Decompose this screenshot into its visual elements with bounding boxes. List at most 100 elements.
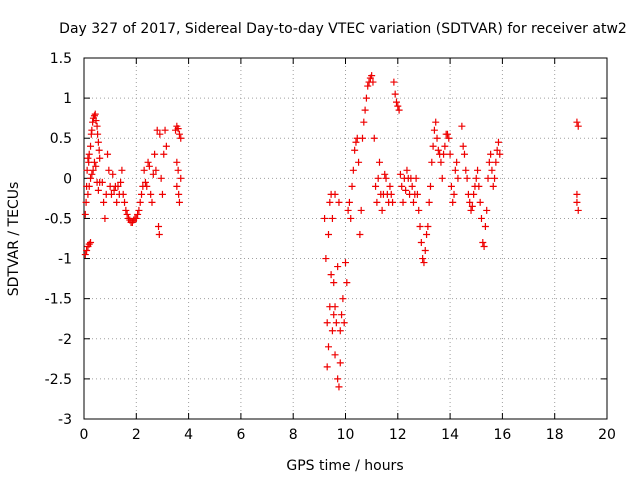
data-point — [493, 146, 501, 154]
data-point — [360, 118, 368, 126]
data-point — [336, 359, 344, 367]
data-point — [325, 343, 333, 351]
data-point — [487, 150, 495, 158]
data-point — [458, 122, 466, 130]
data-point — [83, 247, 91, 255]
data-point — [155, 230, 163, 238]
data-point — [476, 198, 484, 206]
data-point — [331, 303, 339, 311]
data-point — [122, 206, 130, 214]
data-point — [331, 351, 339, 359]
data-point — [462, 166, 470, 174]
data-point — [415, 206, 423, 214]
data-point — [328, 214, 336, 222]
data-point — [352, 138, 360, 146]
data-point — [438, 174, 446, 182]
data-point — [331, 190, 339, 198]
data-point — [85, 182, 93, 190]
data-point — [344, 206, 352, 214]
chart-title: Day 327 of 2017, Sidereal Day-to-day VTE… — [59, 21, 627, 37]
x-tick-label: 10 — [337, 427, 355, 443]
data-point — [417, 239, 425, 247]
data-point — [416, 222, 424, 230]
data-point — [98, 178, 106, 186]
data-point — [177, 134, 185, 142]
data-point — [136, 198, 144, 206]
x-tick-label: 8 — [289, 427, 298, 443]
data-point — [327, 271, 335, 279]
data-point — [492, 158, 500, 166]
data-point — [387, 190, 395, 198]
data-point — [148, 198, 156, 206]
data-point — [87, 174, 95, 182]
y-tick-label: 0.5 — [50, 131, 72, 147]
data-point — [109, 170, 117, 178]
y-tick-label: -1 — [58, 252, 72, 268]
data-point — [94, 130, 102, 138]
data-point — [94, 138, 102, 146]
data-point — [83, 166, 91, 174]
data-point — [155, 222, 163, 230]
data-point — [175, 190, 183, 198]
data-point — [157, 174, 165, 182]
data-point — [92, 117, 100, 125]
data-point — [468, 202, 476, 210]
data-point — [424, 222, 432, 230]
x-tick-label: 16 — [493, 427, 511, 443]
data-point — [348, 182, 356, 190]
data-point — [88, 126, 96, 134]
data-point — [335, 198, 343, 206]
data-point — [412, 174, 420, 182]
data-point — [453, 158, 461, 166]
data-point — [334, 375, 342, 383]
y-tick-label: 0 — [63, 171, 72, 187]
data-point — [135, 206, 143, 214]
data-point — [91, 110, 99, 118]
data-point — [496, 150, 504, 158]
data-point — [107, 190, 115, 198]
x-tick-label: 6 — [236, 427, 245, 443]
data-point — [395, 106, 403, 114]
x-tick-label: 2 — [132, 427, 141, 443]
data-point — [481, 222, 489, 230]
data-point — [121, 198, 129, 206]
data-point — [87, 142, 95, 150]
data-point — [394, 102, 402, 110]
data-point — [437, 158, 445, 166]
data-point — [460, 150, 468, 158]
data-point — [463, 174, 471, 182]
data-point — [114, 182, 122, 190]
data-point — [483, 206, 491, 214]
data-point — [173, 182, 181, 190]
data-point — [143, 182, 151, 190]
y-tick-label: -3 — [58, 412, 72, 428]
y-tick-label: 1.5 — [50, 51, 72, 67]
data-point — [105, 166, 113, 174]
data-point — [160, 150, 168, 158]
data-point — [123, 210, 131, 218]
data-point — [392, 98, 400, 106]
data-point — [440, 150, 448, 158]
data-point — [175, 198, 183, 206]
grid — [84, 58, 607, 419]
data-point — [144, 158, 152, 166]
data-point — [90, 158, 98, 166]
data-point — [445, 134, 453, 142]
data-point — [574, 122, 582, 130]
data-point — [85, 240, 93, 248]
data-point — [403, 166, 411, 174]
data-point — [174, 166, 182, 174]
data-point — [477, 214, 485, 222]
data-point — [391, 90, 399, 98]
data-point — [84, 190, 92, 198]
y-axis-label: SDTVAR / TECUs — [6, 182, 22, 297]
data-point — [101, 214, 109, 222]
data-point — [92, 162, 100, 170]
data-point — [433, 134, 441, 142]
y-tick-label: -1.5 — [45, 292, 72, 308]
data-point — [90, 112, 98, 120]
data-point — [355, 158, 363, 166]
data-point — [152, 166, 160, 174]
